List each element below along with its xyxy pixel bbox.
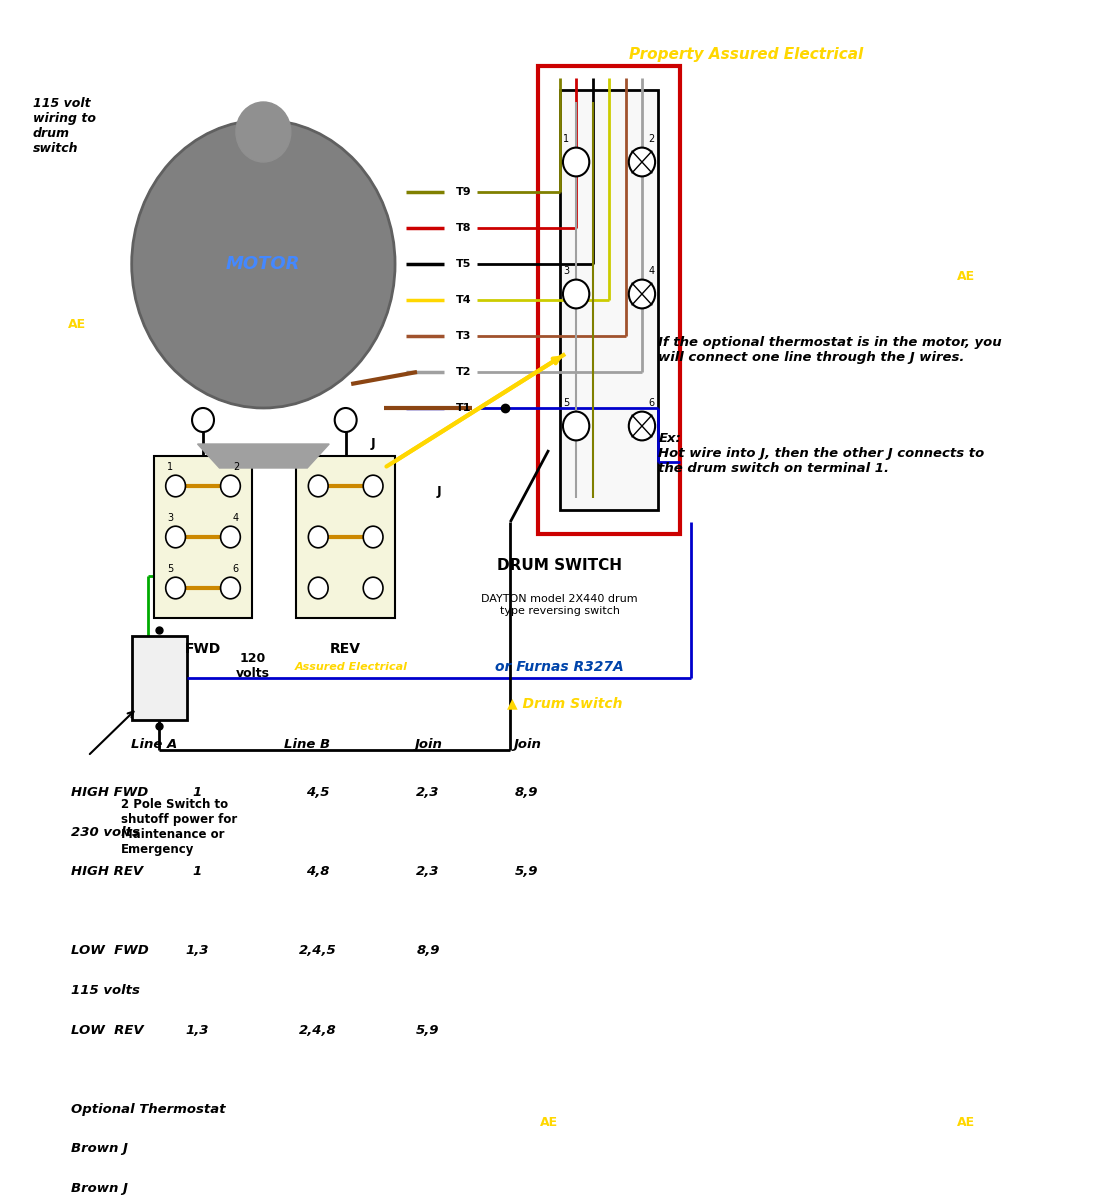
Bar	[132, 636, 187, 720]
Circle shape	[629, 148, 656, 176]
Text: Assured Electrical: Assured Electrical	[295, 662, 408, 672]
Circle shape	[363, 475, 383, 497]
Text: 8,9: 8,9	[515, 786, 539, 799]
Text: 5,9: 5,9	[416, 1024, 440, 1037]
Circle shape	[308, 577, 328, 599]
Text: 2,3: 2,3	[416, 865, 440, 878]
Text: Brown J: Brown J	[72, 1182, 129, 1195]
Text: Line B: Line B	[284, 738, 330, 751]
Text: 1: 1	[167, 462, 173, 472]
Text: 230 volts: 230 volts	[72, 826, 140, 839]
Text: Property Assured Electrical: Property Assured Electrical	[629, 47, 864, 61]
Circle shape	[363, 526, 383, 547]
Text: J: J	[371, 438, 375, 450]
Bar	[154, 456, 252, 618]
Text: 2: 2	[649, 134, 654, 144]
Text: AE: AE	[957, 1116, 975, 1128]
Text: T2: T2	[455, 367, 471, 377]
Circle shape	[308, 526, 328, 547]
Text: T8: T8	[455, 223, 471, 233]
Text: 2: 2	[233, 462, 239, 472]
Text: T4: T4	[455, 295, 471, 305]
Text: 1: 1	[192, 865, 202, 878]
Text: 1: 1	[192, 786, 202, 799]
Text: 4: 4	[649, 266, 654, 276]
Text: HIGH FWD: HIGH FWD	[72, 786, 148, 799]
Text: 8,9: 8,9	[416, 944, 440, 958]
Text: 115 volts: 115 volts	[72, 984, 140, 997]
Circle shape	[221, 526, 240, 547]
Text: J: J	[437, 486, 441, 498]
Text: T1: T1	[455, 403, 471, 413]
Text: Join: Join	[513, 738, 541, 751]
Circle shape	[166, 577, 186, 599]
Circle shape	[629, 412, 656, 440]
Circle shape	[308, 475, 328, 497]
Bar	[560, 90, 659, 510]
Text: Line A: Line A	[131, 738, 177, 751]
Circle shape	[166, 526, 186, 547]
Text: MOTOR: MOTOR	[227, 254, 300, 272]
Text: 2,4,8: 2,4,8	[299, 1024, 337, 1037]
Circle shape	[221, 577, 240, 599]
Text: 2,3: 2,3	[416, 786, 440, 799]
Text: T5: T5	[455, 259, 471, 269]
Text: ▲ Drum Switch: ▲ Drum Switch	[507, 696, 623, 710]
Text: 4: 4	[233, 512, 239, 523]
Text: 2 Pole Switch to
shutoff power for
Maintenance or
Emergency: 2 Pole Switch to shutoff power for Maint…	[121, 798, 236, 856]
Text: LOW  REV: LOW REV	[72, 1024, 144, 1037]
Circle shape	[235, 102, 290, 162]
Circle shape	[563, 280, 590, 308]
Text: HIGH REV: HIGH REV	[72, 865, 143, 878]
Circle shape	[629, 280, 656, 308]
Polygon shape	[198, 444, 329, 468]
Text: 4,8: 4,8	[307, 865, 330, 878]
Text: T9: T9	[455, 187, 471, 197]
Text: 4,5: 4,5	[307, 786, 330, 799]
Text: Join: Join	[414, 738, 442, 751]
Text: 1: 1	[563, 134, 570, 144]
Text: LOW  FWD: LOW FWD	[72, 944, 150, 958]
Text: 3: 3	[563, 266, 570, 276]
Text: Optional Thermostat: Optional Thermostat	[72, 1103, 225, 1116]
Text: DRUM SWITCH: DRUM SWITCH	[497, 558, 623, 574]
Text: 6: 6	[649, 398, 654, 408]
Text: AE: AE	[957, 270, 975, 282]
Circle shape	[221, 475, 240, 497]
Bar	[538, 66, 681, 534]
Text: 1,3: 1,3	[186, 1024, 209, 1037]
Text: AE: AE	[68, 318, 86, 330]
Text: or Furnas R327A: or Furnas R327A	[495, 660, 624, 674]
Text: 6: 6	[233, 564, 239, 574]
Text: REV: REV	[330, 642, 361, 656]
Circle shape	[563, 148, 590, 176]
Text: If the optional thermostat is in the motor, you
will connect one line through th: If the optional thermostat is in the mot…	[659, 336, 1002, 364]
Circle shape	[363, 577, 383, 599]
Text: 5: 5	[563, 398, 570, 408]
Circle shape	[334, 408, 356, 432]
Text: Ex:
Hot wire into J, then the other J connects to
the drum switch on terminal 1.: Ex: Hot wire into J, then the other J co…	[659, 432, 984, 475]
Text: 115 volt
wiring to
drum
switch: 115 volt wiring to drum switch	[33, 97, 96, 155]
Text: 120
volts: 120 volts	[235, 652, 270, 680]
Text: 1,3: 1,3	[186, 944, 209, 958]
Bar	[296, 456, 395, 618]
Text: 5: 5	[167, 564, 173, 574]
Circle shape	[563, 412, 590, 440]
Text: DAYTON model 2X440 drum
type reversing switch: DAYTON model 2X440 drum type reversing s…	[482, 594, 638, 616]
Circle shape	[192, 408, 215, 432]
Circle shape	[166, 475, 186, 497]
Text: FWD: FWD	[185, 642, 221, 656]
Text: 5,9: 5,9	[515, 865, 539, 878]
Text: AE: AE	[540, 1116, 558, 1128]
Text: Brown J: Brown J	[72, 1142, 129, 1156]
Text: 2,4,5: 2,4,5	[299, 944, 337, 958]
Text: 3: 3	[167, 512, 173, 523]
Circle shape	[132, 120, 395, 408]
Text: T3: T3	[455, 331, 471, 341]
